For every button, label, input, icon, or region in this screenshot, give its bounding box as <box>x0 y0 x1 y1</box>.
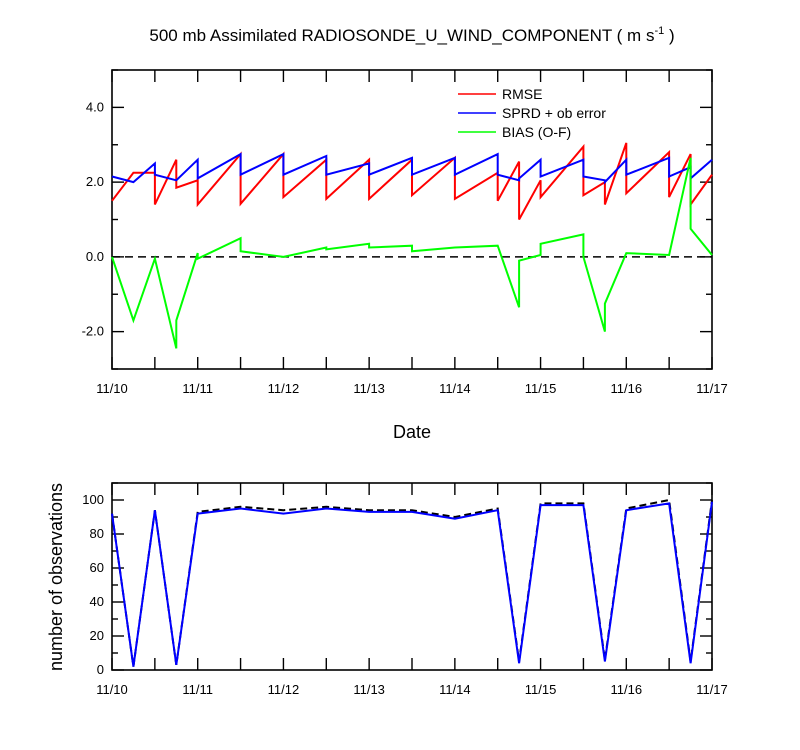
series-line-1 <box>111 498 713 667</box>
chart-title: 500 mb Assimilated RADIOSONDE_U_WIND_COM… <box>149 25 674 45</box>
legend-label-3: BIAS (O-F) <box>502 124 571 140</box>
top-x-axis-title: Date <box>393 422 431 442</box>
x-tick-label: 11/11 <box>182 682 213 697</box>
y-tick-label: 2.0 <box>86 174 104 189</box>
x-tick-label: 11/10 <box>96 682 128 697</box>
title-exponent: -1 <box>654 25 664 37</box>
y-tick-label: 40 <box>90 594 104 609</box>
x-tick-label: 11/15 <box>525 381 557 396</box>
y-tick-label: 80 <box>90 526 104 541</box>
top-plot: 11/10 11/11 11/12 11/13 11/14 11/15 11/16 11/17… <box>82 69 728 396</box>
x-tick-label: 11/16 <box>610 682 642 697</box>
x-tick-label: 11/11 <box>182 381 213 396</box>
x-tick-label: 11/14 <box>439 682 471 697</box>
x-tick-label: 11/14 <box>439 381 471 396</box>
x-tick-label: 11/16 <box>610 381 642 396</box>
legend-label-2: SPRD + ob error <box>502 105 606 121</box>
y-tick-label: -2.0 <box>82 324 104 339</box>
x-tick-label: 11/13 <box>353 682 385 697</box>
x-tick-label: 11/13 <box>353 381 385 396</box>
legend-label-1: RMSE <box>502 86 542 102</box>
bottom-plot: 11/10 11/11 11/12 11/13 11/14 11/15 11/16 11/17… <box>82 482 728 697</box>
series-line-1 <box>111 142 713 220</box>
series-line-2 <box>111 152 713 185</box>
series-line-3 <box>111 157 713 349</box>
x-tick-label: 11/10 <box>96 381 128 396</box>
y-tick-label: 0 <box>97 662 104 677</box>
x-tick-label: 11/12 <box>268 381 300 396</box>
plot-frame <box>111 69 713 370</box>
y-tick-label: 100 <box>82 492 104 507</box>
y-tick-label: 60 <box>90 560 104 575</box>
title-close: ) <box>664 26 674 45</box>
y-tick-label: 4.0 <box>86 99 104 114</box>
y-tick-label: 20 <box>90 628 104 643</box>
series-line-2 <box>111 501 713 667</box>
bottom-y-axis-title: number of observations <box>46 483 66 671</box>
x-tick-label: 11/17 <box>696 682 728 697</box>
x-tick-label: 11/15 <box>525 682 557 697</box>
x-tick-label: 11/12 <box>268 682 300 697</box>
y-tick-label: 0.0 <box>86 249 104 264</box>
x-tick-label: 11/17 <box>696 381 728 396</box>
